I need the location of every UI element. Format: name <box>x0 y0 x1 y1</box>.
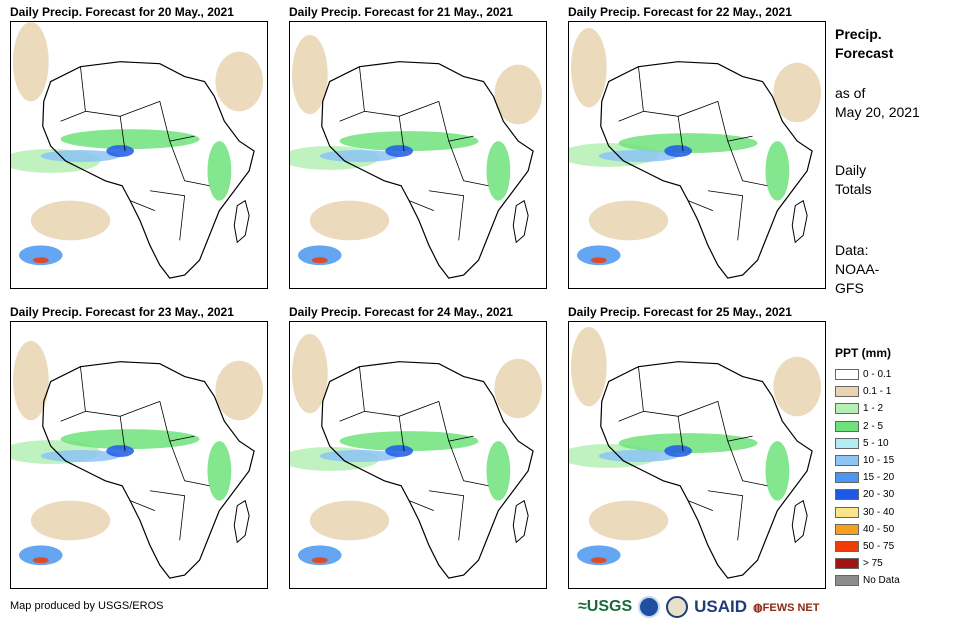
legend-item: 0 - 0.1 <box>835 366 891 383</box>
legend-label: > 75 <box>863 558 883 570</box>
legend-label: 1 - 2 <box>863 403 884 415</box>
legend-swatch <box>835 541 859 552</box>
legend-swatch <box>835 369 859 380</box>
legend-item: No Data <box>835 572 900 589</box>
legend-swatch <box>835 386 859 398</box>
legend-label: 50 - 75 <box>863 541 895 552</box>
legend-label: 40 - 50 <box>863 523 895 535</box>
panel-title-6: Daily Precip. Forecast for 25 May., 2021 <box>568 305 792 319</box>
heading-line-1: Precip. <box>835 26 882 42</box>
legend-swatch <box>835 558 859 570</box>
legend-swatch <box>835 420 859 432</box>
legend-label: 5 - 10 <box>863 437 889 449</box>
legend-label: 0.1 - 1 <box>863 386 892 398</box>
data-line-2: NOAA- <box>835 261 880 277</box>
data-source-label: Data: NOAA- GFS <box>835 241 879 298</box>
legend-item: 0.1 - 1 <box>835 383 891 400</box>
legend-item: 30 - 40 <box>835 504 894 521</box>
panel-title-4: Daily Precip. Forecast for 23 May., 2021 <box>10 305 234 319</box>
legend-label: 30 - 40 <box>863 506 895 518</box>
noaa-logo <box>638 596 661 618</box>
legend-label: 15 - 20 <box>863 472 895 484</box>
fewsnet-logo: ◍FEWS NET <box>753 601 820 614</box>
asof-line-1: as of <box>835 85 866 101</box>
legend-item: 2 - 5 <box>835 418 883 435</box>
legend-swatch <box>835 455 859 466</box>
legend-item: 10 - 15 <box>835 452 894 469</box>
panel-title-2: Daily Precip. Forecast for 21 May., 2021 <box>289 5 513 19</box>
legend-title: PPT (mm) <box>835 346 892 360</box>
legend-swatch <box>835 575 859 587</box>
legend-item: 15 - 20 <box>835 469 894 486</box>
forecast-map-3 <box>568 21 826 289</box>
forecast-map-5 <box>289 321 547 589</box>
legend-label: 2 - 5 <box>863 420 884 432</box>
usgs-logo: ≈USGS <box>578 598 633 615</box>
legend-item: 40 - 50 <box>835 521 894 538</box>
forecast-map-2 <box>289 21 547 289</box>
data-line-1: Data: <box>835 242 869 258</box>
daily-totals-label: Daily Totals <box>835 161 872 199</box>
usaid-logo: USAID <box>694 597 748 616</box>
forecast-map-6 <box>568 321 826 589</box>
legend-item: 1 - 2 <box>835 400 883 417</box>
legend-item: 50 - 75 <box>835 538 894 555</box>
legend-label: No Data <box>863 575 900 587</box>
panel-title-1: Daily Precip. Forecast for 20 May., 2021 <box>10 5 234 19</box>
totals-line-2: Totals <box>835 181 872 197</box>
state-dept-seal <box>666 596 689 618</box>
fewsnet-logo-text: FEWS NET <box>762 601 820 614</box>
legend-swatch <box>835 403 859 415</box>
forecast-map-4 <box>10 321 268 589</box>
legend-swatch <box>835 472 859 484</box>
panel-title-5: Daily Precip. Forecast for 24 May., 2021 <box>289 305 513 319</box>
legend-label: 0 - 0.1 <box>863 369 892 380</box>
as-of-date: as of May 20, 2021 <box>835 84 920 122</box>
map-credit: Map produced by USGS/EROS <box>10 600 164 612</box>
partner-logos: ≈USGS USAID ◍FEWS NET <box>578 594 819 620</box>
legend-item: > 75 <box>835 555 883 572</box>
forecast-map-1 <box>10 21 268 289</box>
legend-swatch <box>835 437 859 449</box>
legend-swatch <box>835 506 859 518</box>
legend-label: 10 - 15 <box>863 455 895 466</box>
data-line-3: GFS <box>835 280 864 296</box>
legend-swatch <box>835 523 859 535</box>
panel-title-3: Daily Precip. Forecast for 22 May., 2021 <box>568 5 792 19</box>
heading-line-2: Forecast <box>835 45 894 61</box>
legend-swatch <box>835 489 859 501</box>
legend-item: 20 - 30 <box>835 486 894 503</box>
totals-line-1: Daily <box>835 162 867 178</box>
legend-item: 5 - 10 <box>835 435 889 452</box>
forecast-heading: Precip. Forecast <box>835 25 893 63</box>
asof-line-2: May 20, 2021 <box>835 104 920 120</box>
usgs-logo-text: USGS <box>586 598 633 615</box>
legend-label: 20 - 30 <box>863 489 895 501</box>
